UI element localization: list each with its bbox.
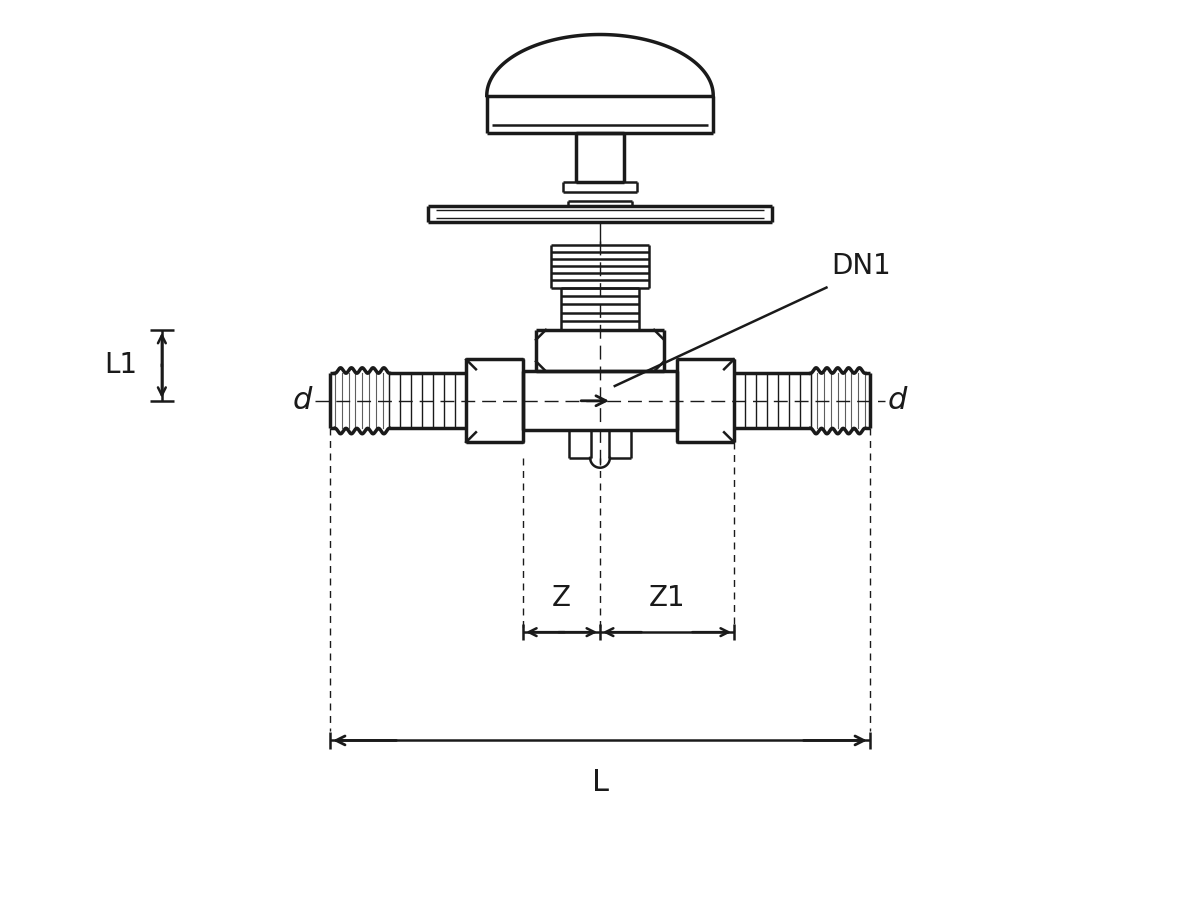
Text: DN1: DN1: [832, 252, 892, 280]
Text: d: d: [888, 386, 907, 415]
Text: L1: L1: [104, 351, 137, 379]
Text: Z1: Z1: [649, 584, 685, 613]
Text: Z: Z: [552, 584, 571, 613]
Text: d: d: [293, 386, 312, 415]
Text: L: L: [592, 768, 608, 797]
